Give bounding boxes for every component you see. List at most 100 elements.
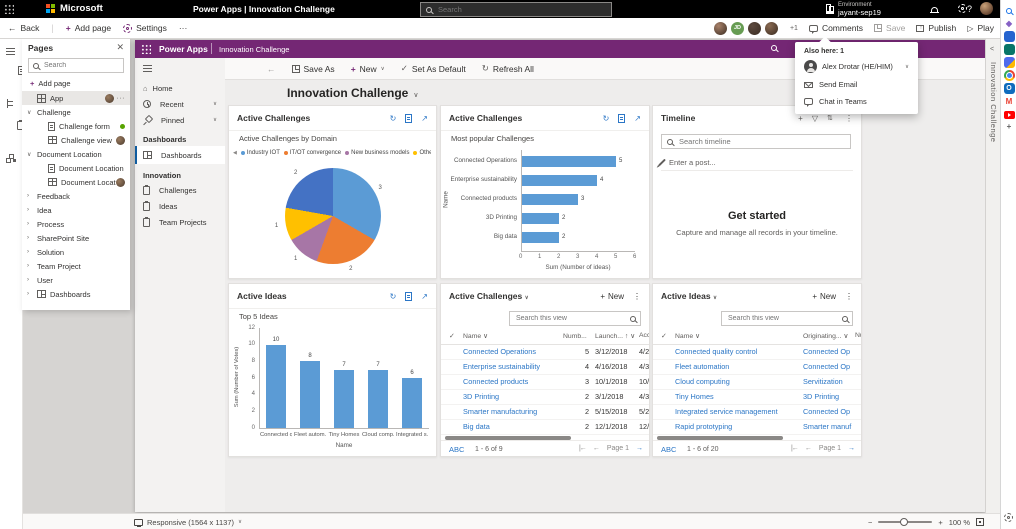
refresh-icon[interactable]: ↻ (389, 291, 397, 301)
select-all-icon[interactable]: ✓ (449, 333, 455, 340)
expand-icon[interactable]: ↗ (421, 291, 428, 301)
nav-item-home[interactable]: ⌂ Home (135, 80, 225, 96)
previous-page-icon[interactable]: ← (804, 445, 812, 452)
record-link[interactable]: Big data (463, 422, 490, 431)
expand-icon[interactable]: ↗ (421, 113, 428, 123)
zoom-in-button[interactable]: + (938, 517, 943, 527)
expand-icon[interactable]: ↗ (634, 113, 641, 123)
column-header-numb-[interactable]: Numb... ↓ ∨ (563, 333, 589, 340)
table-row[interactable]: Big data 2 12/1/2018 12/3 (441, 419, 649, 435)
presence-avatar[interactable] (746, 20, 762, 36)
waffle-icon[interactable] (4, 4, 14, 14)
table-row[interactable]: Connected quality control Connected Op (653, 344, 861, 360)
add-icon[interactable]: + (1006, 122, 1012, 131)
card-title[interactable]: Active Ideas ∨ (661, 291, 718, 301)
outlook-icon[interactable]: O (1003, 83, 1015, 94)
copilot-icon[interactable]: ◆ (1005, 19, 1013, 28)
horizontal-scrollbar[interactable] (445, 436, 571, 440)
nav-item-ideas[interactable]: Ideas (135, 198, 225, 214)
pages-tree-item-idea[interactable]: › Idea (22, 203, 130, 217)
nav-item-team-projects[interactable]: Team Projects (135, 214, 225, 230)
refresh-icon[interactable]: ↻ (602, 113, 610, 123)
next-page-icon[interactable]: → (636, 445, 643, 452)
zoom-out-button[interactable]: − (867, 517, 873, 527)
card-title[interactable]: Active Challenges ∨ (449, 291, 529, 301)
send-email-button[interactable]: Send Email (795, 76, 918, 93)
next-page-icon[interactable]: → (848, 445, 855, 452)
pages-tree-item-user[interactable]: › User (22, 273, 130, 287)
legend-scroll-left-icon[interactable]: ◀ (233, 150, 237, 156)
dashboard-title[interactable]: Innovation Challenge ∨ (287, 86, 419, 100)
record-link[interactable]: Rapid prototyping (675, 422, 733, 431)
select-all-icon[interactable]: ✓ (661, 333, 667, 340)
view-records-icon[interactable] (405, 291, 413, 301)
column-header-num[interactable]: Num (855, 332, 861, 339)
more-options-icon[interactable]: ⋮ (633, 291, 641, 301)
global-search-input[interactable] (436, 4, 590, 15)
nav-item-recent[interactable]: Recent ∨ (135, 96, 225, 112)
pages-tree-item-sharepoint-site[interactable]: › SharePoint Site (22, 231, 130, 245)
chevron-right-icon[interactable]: › (27, 193, 29, 199)
app-search-icon[interactable] (771, 45, 777, 51)
sort-icon[interactable]: ⇅ (827, 115, 833, 122)
column-header-name[interactable]: Name ∨ (675, 333, 700, 340)
presence-avatar[interactable]: JD (729, 20, 745, 36)
record-link[interactable]: Servitization (803, 377, 843, 386)
record-link[interactable]: Connected quality control (675, 347, 758, 356)
column-header-acce[interactable]: Acce (639, 332, 649, 339)
record-link[interactable]: Integrated service management (675, 407, 778, 416)
presence-overflow[interactable]: +1 (789, 24, 798, 32)
refresh-icon[interactable]: ↻ (389, 113, 397, 123)
timeline-search-box[interactable] (661, 134, 851, 149)
table-row[interactable]: Fleet automation Connected Op (653, 359, 861, 375)
zoom-slider-thumb[interactable] (900, 518, 909, 526)
notifications-icon[interactable] (930, 7, 939, 13)
menu-icon[interactable] (6, 48, 15, 55)
column-header-launch-[interactable]: Launch... ↑ ∨ (595, 333, 636, 340)
add-icon[interactable]: + (798, 113, 803, 123)
pages-tree-item-process[interactable]: › Process (22, 217, 130, 231)
presence-user-row[interactable]: Alex Drotar (HE/HIM) ∨ (795, 57, 918, 76)
youtube-icon[interactable] (1003, 111, 1015, 119)
more-options-icon[interactable]: ··· (116, 94, 125, 102)
environment-picker[interactable]: Environment jayant-sep19 (826, 2, 881, 17)
table-row[interactable]: Integrated service management Connected O… (653, 404, 861, 420)
record-link[interactable]: 3D Printing (803, 392, 840, 401)
chevron-right-icon[interactable]: › (27, 221, 29, 227)
nav-back-icon[interactable]: ← (267, 63, 276, 74)
first-page-icon[interactable]: |← (790, 445, 799, 452)
add-page-item[interactable]: + Add page (30, 79, 71, 88)
tree-view-icon[interactable] (6, 99, 14, 108)
nav-item-dashboards[interactable]: Dashboards (135, 146, 225, 164)
table-row[interactable]: Tiny Homes 3D Printing (653, 389, 861, 405)
app-teal-icon[interactable] (1003, 44, 1015, 55)
more-options-icon[interactable]: ⋮ (845, 113, 853, 123)
presence-avatars[interactable]: JD (712, 20, 779, 36)
chevron-down-icon[interactable]: ∨ (27, 151, 32, 158)
timeline-post-box[interactable]: Enter a post... (658, 154, 853, 171)
sidebar-settings-icon[interactable] (1004, 513, 1013, 522)
table-row[interactable]: Cloud computing Servitization (653, 374, 861, 390)
view-records-icon[interactable] (618, 113, 626, 123)
fit-to-screen-icon[interactable] (976, 518, 984, 526)
pages-tree-item-document-location-form[interactable]: Document Location form (22, 161, 130, 175)
chevron-right-icon[interactable]: › (27, 235, 29, 241)
chrome-icon[interactable] (1003, 70, 1015, 81)
search-icon[interactable] (1004, 5, 1015, 16)
back-button[interactable]: ← Back (8, 23, 40, 33)
table-row[interactable]: Smarter manufacturing 2 5/15/2018 5/29 (441, 404, 649, 420)
record-link[interactable]: Cloud computing (675, 377, 730, 386)
command-overflow-button[interactable]: ··· (178, 23, 188, 33)
settings-button[interactable]: Settings (123, 18, 167, 38)
new-record-button[interactable]: + New (812, 291, 836, 301)
previous-page-icon[interactable]: ← (592, 445, 600, 452)
table-row[interactable]: Enterprise sustainability 4 4/16/2018 4/30 (441, 359, 649, 375)
record-link[interactable]: Connected products (463, 377, 529, 386)
pages-search-input[interactable] (42, 61, 116, 70)
comments-button[interactable]: Comments (808, 18, 863, 38)
timeline-search-input[interactable] (677, 136, 841, 147)
pages-tree-item-challenge[interactable]: ∨ Challenge (22, 105, 130, 119)
chevron-right-icon[interactable]: › (27, 277, 29, 283)
record-link[interactable]: 3D Printing (463, 392, 500, 401)
presence-avatar[interactable] (712, 20, 728, 36)
